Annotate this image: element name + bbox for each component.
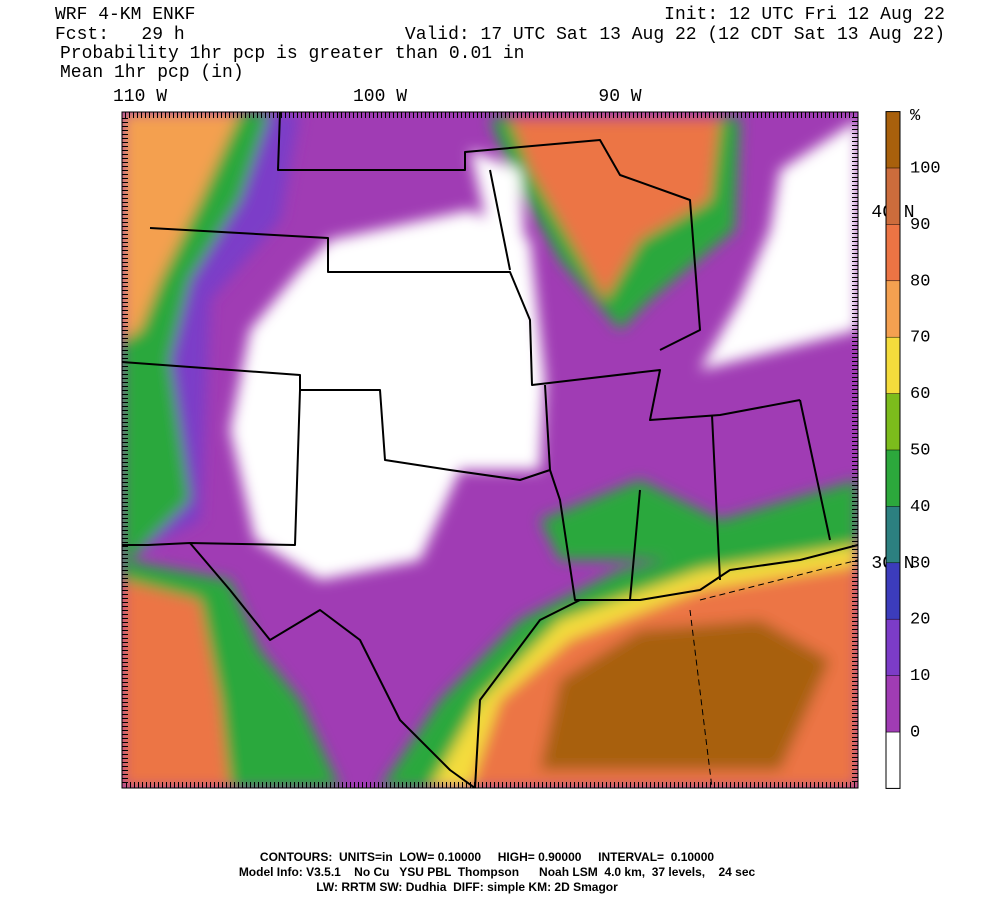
colorbar-label: 90: [910, 216, 930, 235]
colorbar-segment: [886, 562, 900, 620]
colorbar-label: 20: [910, 611, 930, 630]
colorbar-label: 60: [910, 385, 930, 404]
colorbar: 0 10 20 30 40 50 60 70 80 90 100%: [885, 107, 941, 789]
init-time: Init: 12 UTC Fri 12 Aug 22: [664, 5, 945, 25]
overlay: Mean 1hr pcp (in): [60, 63, 244, 83]
map-frame-ticks: [122, 112, 858, 788]
colorbar-unit: %: [910, 107, 921, 126]
colorbar-label: 40: [910, 498, 930, 517]
colorbar-label: 50: [910, 441, 930, 460]
colorbar-segment: [886, 111, 900, 168]
longitude-label: 90 W: [598, 87, 641, 107]
colorbar-segment: [886, 168, 900, 225]
colorbar-segment: [886, 224, 900, 281]
colorbar-segment: [886, 337, 900, 394]
footer-line: CONTOURS: UNITS=in LOW= 0.10000 HIGH= 0.…: [260, 850, 714, 864]
colorbar-segment: [886, 393, 900, 450]
colorbar-label: 30: [910, 554, 930, 573]
colorbar-segment: [886, 506, 900, 563]
footer-line: Model Info: V3.5.1 No Cu YSU PBL Thompso…: [239, 865, 756, 879]
forecast: Fcst: 29 h: [55, 25, 185, 45]
state-borders: [122, 112, 858, 788]
longitude-label: 110 W: [113, 87, 167, 107]
colorbar-segment: [885, 731, 901, 789]
colorbar-segment: [886, 280, 900, 338]
colorbar-segment: [886, 450, 900, 507]
title: WRF 4-KM ENKF: [55, 5, 195, 25]
colorbar-label: 10: [910, 667, 930, 686]
colorbar-label: 0: [910, 723, 920, 742]
colorbar-segment: [886, 675, 900, 732]
precip-field: [122, 112, 858, 788]
colorbar-label: 100: [910, 159, 941, 178]
valid-time: Valid: 17 UTC Sat 13 Aug 22 (12 CDT Sat …: [405, 25, 945, 45]
product: Probability 1hr pcp is greater than 0.01…: [60, 44, 524, 64]
colorbar-segment: [886, 619, 900, 676]
longitude-label: 100 W: [353, 87, 407, 107]
footer-line: LW: RRTM SW: Dudhia DIFF: simple KM: 2D …: [316, 880, 618, 894]
colorbar-label: 70: [910, 329, 930, 348]
colorbar-label: 80: [910, 272, 930, 291]
